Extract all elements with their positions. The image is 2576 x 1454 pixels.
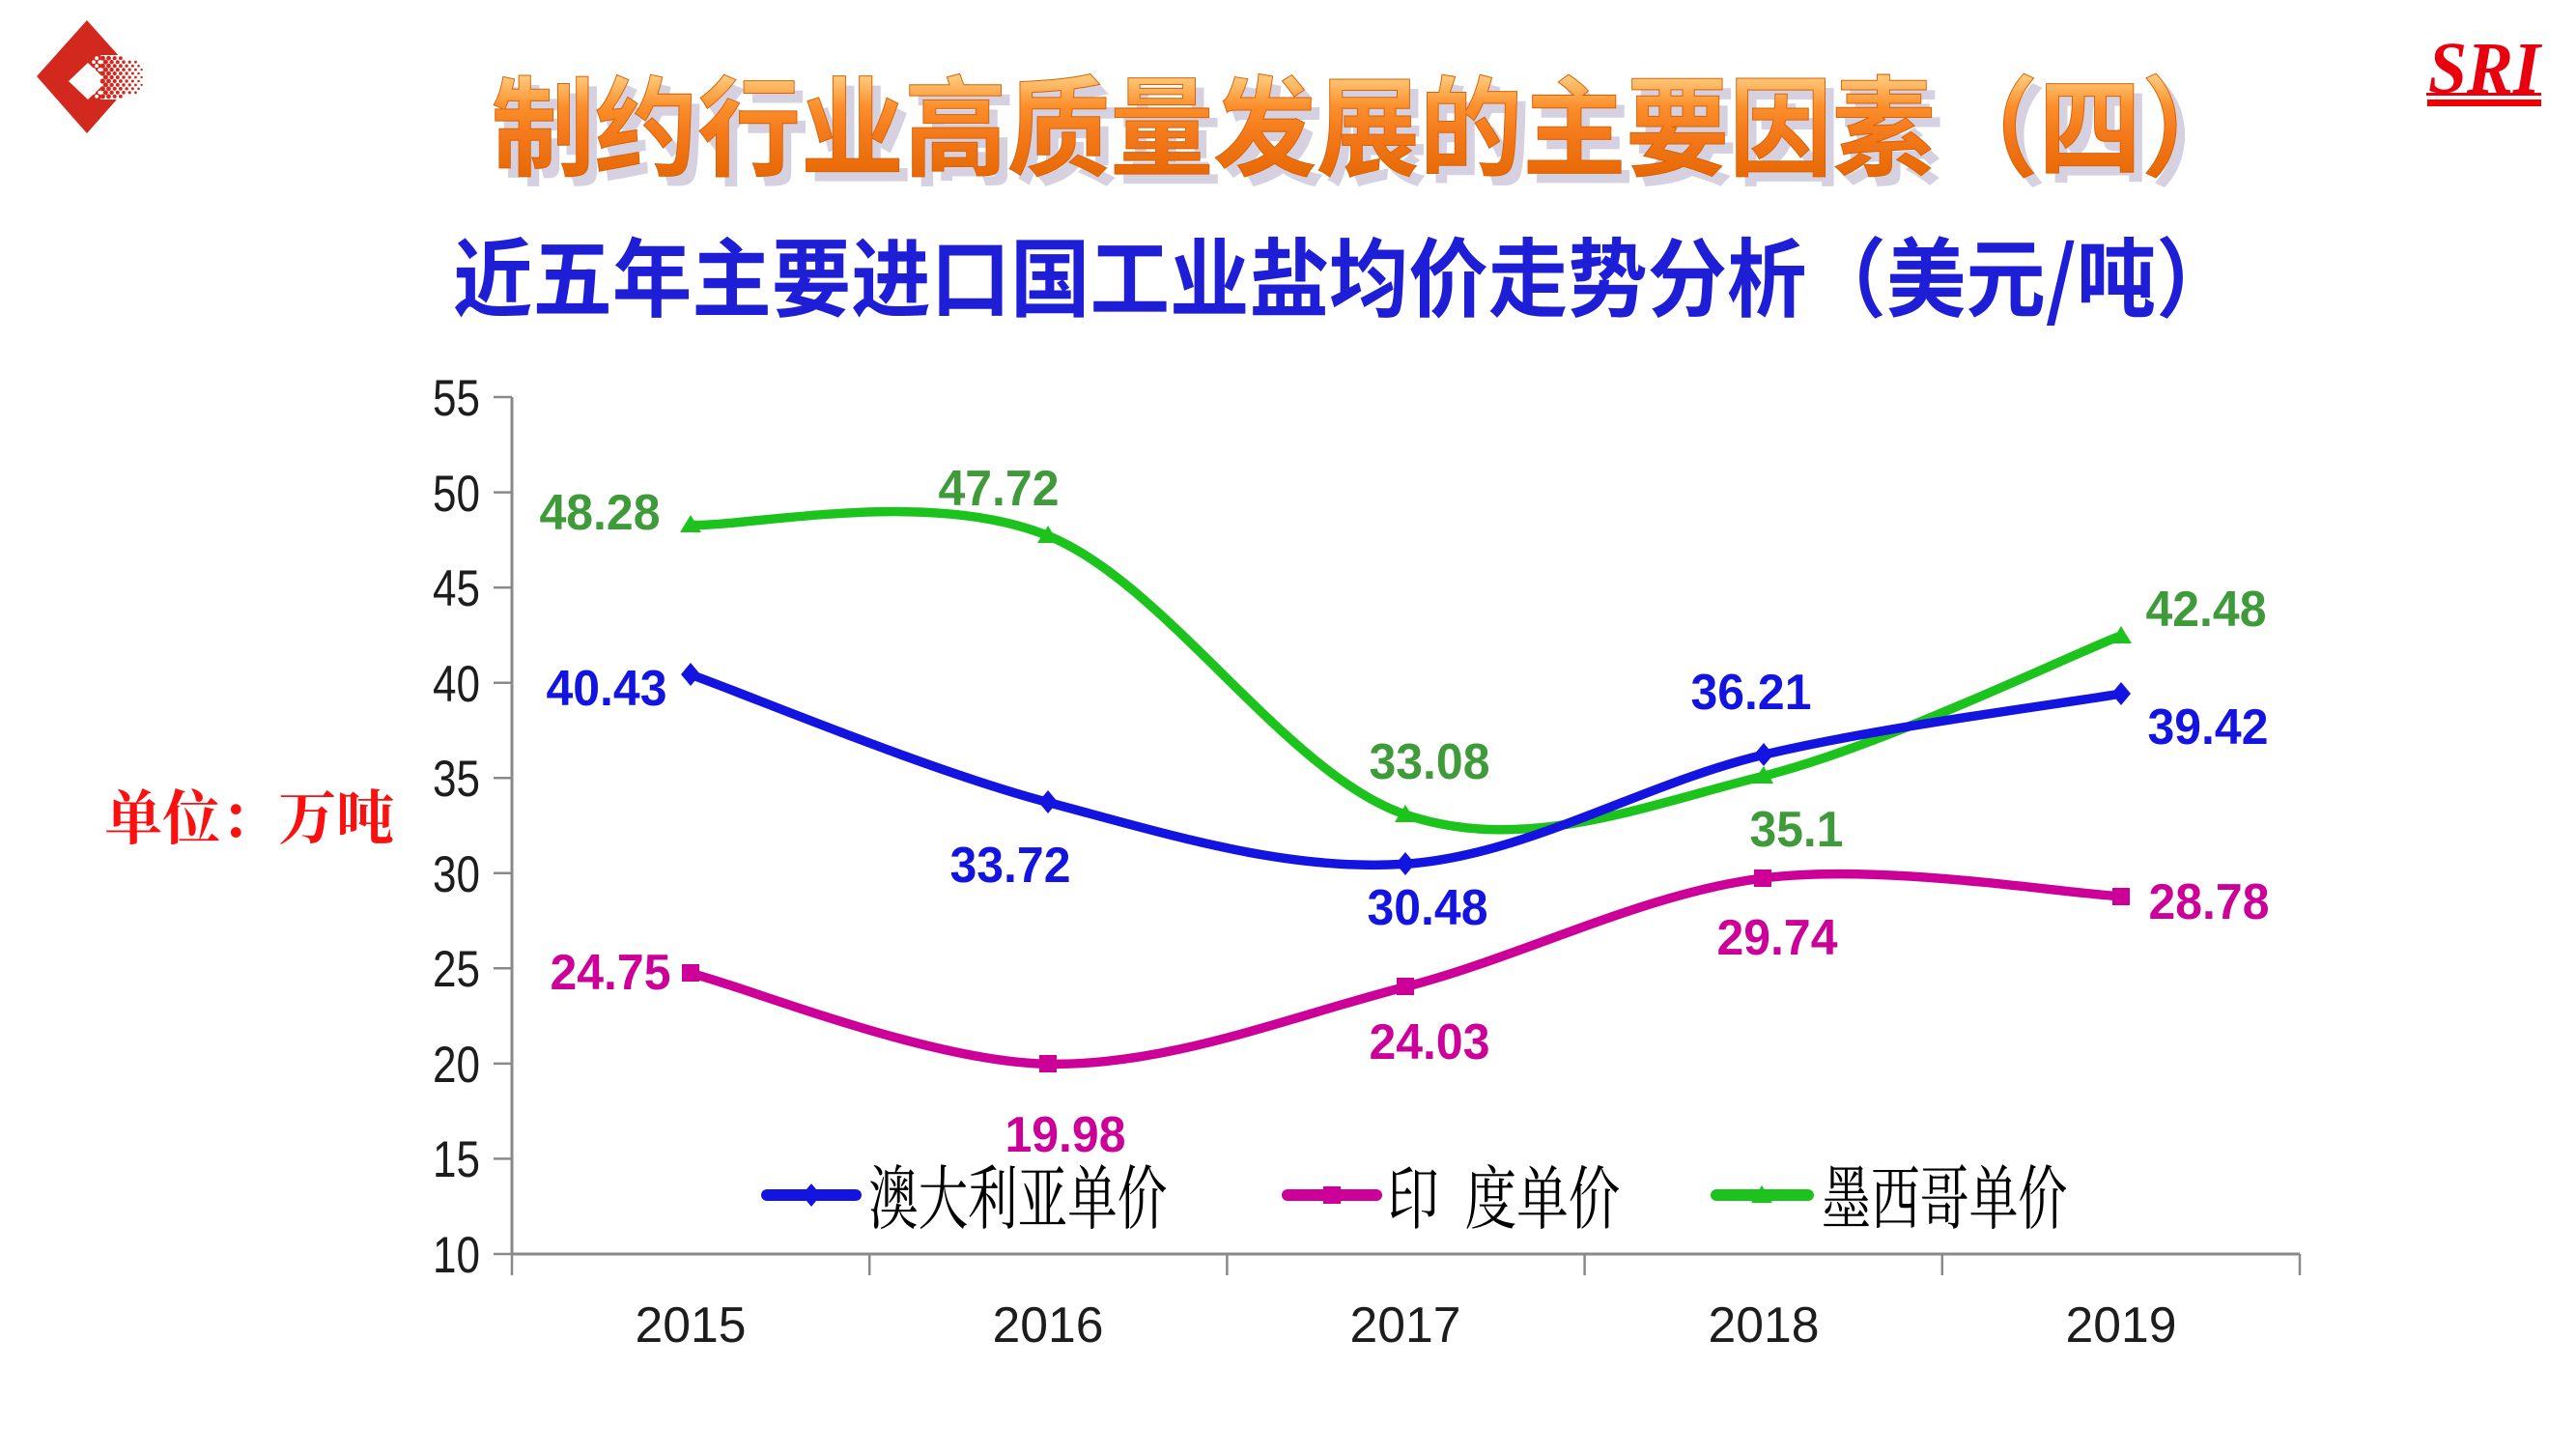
svg-text:10: 10 (433, 1227, 480, 1284)
svg-text:40: 40 (433, 656, 480, 713)
svg-text:55: 55 (433, 370, 480, 427)
svg-text:33.72: 33.72 (950, 838, 1071, 894)
svg-text:2016: 2016 (993, 1297, 1104, 1354)
svg-text:19.98: 19.98 (1005, 1107, 1126, 1163)
svg-text:33.08: 33.08 (1370, 734, 1490, 790)
svg-text:50: 50 (433, 466, 480, 523)
svg-text:39.42: 39.42 (2148, 699, 2269, 756)
svg-text:30.48: 30.48 (1368, 880, 1488, 936)
svg-text:35: 35 (433, 751, 480, 808)
svg-text:15: 15 (433, 1131, 480, 1188)
svg-text:36.21: 36.21 (1691, 665, 1812, 721)
svg-text:29.74: 29.74 (1717, 910, 1838, 966)
svg-text:2017: 2017 (1350, 1297, 1461, 1354)
svg-text:24.75: 24.75 (551, 945, 671, 1001)
svg-text:48.28: 48.28 (540, 485, 661, 541)
svg-text:45: 45 (433, 560, 480, 617)
svg-text:2015: 2015 (636, 1297, 747, 1354)
svg-text:28.78: 28.78 (2149, 874, 2270, 930)
svg-text:2018: 2018 (1709, 1297, 1820, 1354)
svg-text:SRI: SRI (2428, 28, 2542, 109)
svg-text:40.43: 40.43 (547, 661, 667, 717)
svg-text:42.48: 42.48 (2146, 582, 2267, 638)
svg-text:47.72: 47.72 (939, 461, 1060, 517)
svg-text:30: 30 (433, 846, 480, 903)
svg-text:24.03: 24.03 (1370, 1014, 1490, 1070)
svg-text:2019: 2019 (2066, 1297, 2177, 1354)
svg-text:25: 25 (433, 941, 480, 998)
svg-text:20: 20 (433, 1037, 480, 1094)
svg-text:35.1: 35.1 (1750, 802, 1844, 858)
